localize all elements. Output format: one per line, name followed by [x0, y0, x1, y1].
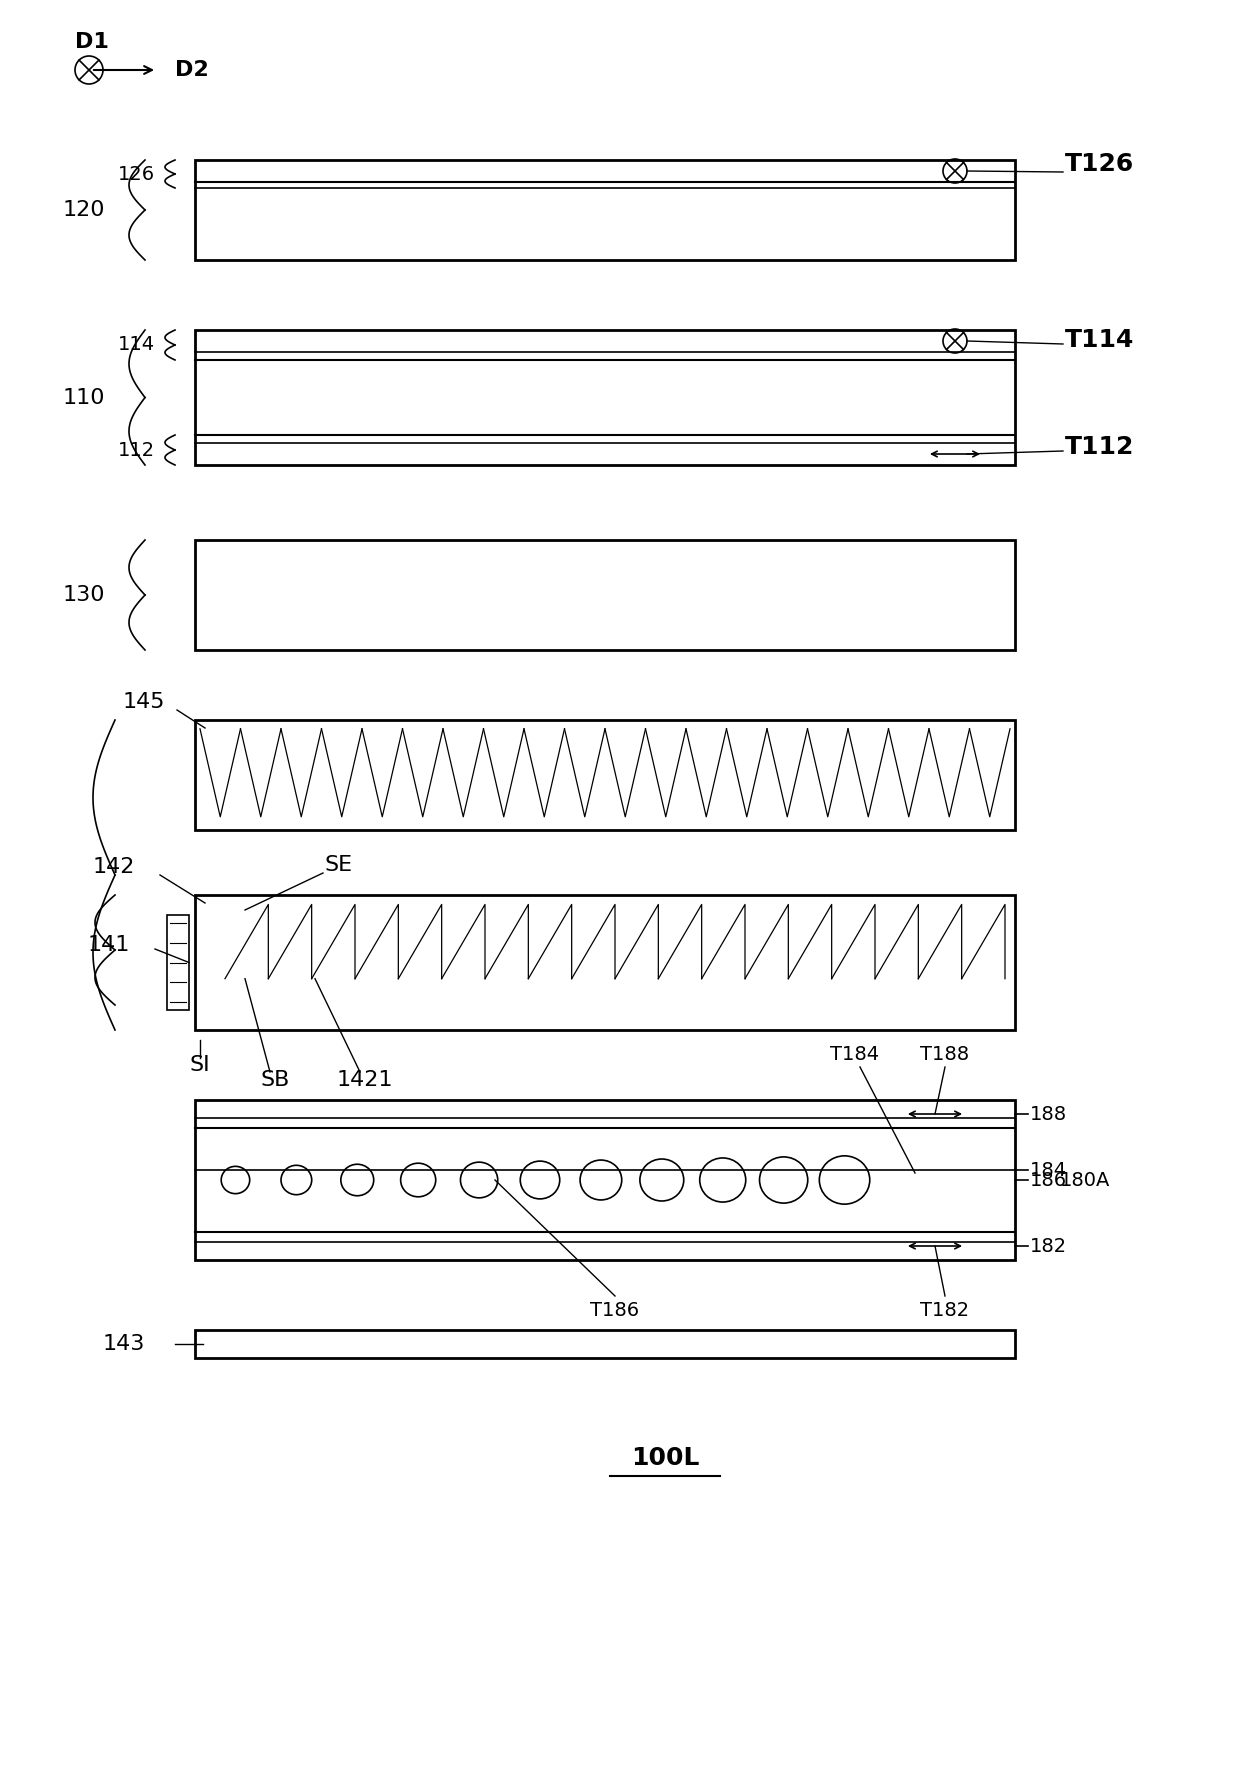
Text: D1: D1 — [74, 32, 109, 52]
Text: 100L: 100L — [631, 1446, 699, 1470]
Text: T114: T114 — [1065, 329, 1135, 352]
Text: T182: T182 — [920, 1301, 970, 1320]
Text: T188: T188 — [920, 1045, 970, 1064]
Bar — [195, 1329, 1016, 1358]
Text: 184: 184 — [1030, 1160, 1068, 1180]
Text: SE: SE — [325, 855, 353, 874]
Bar — [195, 540, 1016, 650]
Bar — [195, 160, 1016, 259]
Text: 1421: 1421 — [337, 1070, 393, 1089]
Bar — [195, 1100, 1016, 1260]
Bar — [167, 915, 188, 1009]
Text: 120: 120 — [62, 201, 105, 220]
Bar — [195, 896, 1016, 1031]
Bar — [195, 720, 1016, 830]
Ellipse shape — [221, 1166, 249, 1194]
Text: 112: 112 — [118, 441, 155, 460]
Text: 143: 143 — [103, 1335, 145, 1354]
Text: 145: 145 — [123, 691, 165, 713]
Ellipse shape — [760, 1157, 807, 1203]
Text: T112: T112 — [1065, 435, 1135, 458]
Ellipse shape — [521, 1160, 559, 1199]
Bar — [195, 331, 1016, 466]
Ellipse shape — [580, 1160, 621, 1199]
Text: 142: 142 — [93, 857, 135, 878]
Ellipse shape — [401, 1164, 435, 1196]
Text: D2: D2 — [175, 60, 208, 80]
Ellipse shape — [460, 1162, 497, 1198]
Text: T126: T126 — [1065, 153, 1135, 176]
Text: 180A: 180A — [1060, 1171, 1110, 1189]
Ellipse shape — [341, 1164, 373, 1196]
Text: T184: T184 — [831, 1045, 879, 1064]
Text: T186: T186 — [590, 1301, 640, 1320]
Ellipse shape — [640, 1159, 683, 1201]
Ellipse shape — [699, 1159, 745, 1201]
Text: 186: 186 — [1030, 1171, 1068, 1189]
Text: 114: 114 — [118, 336, 155, 354]
Text: SB: SB — [260, 1070, 290, 1089]
Text: 110: 110 — [62, 387, 105, 407]
Text: SI: SI — [190, 1056, 211, 1075]
Text: 188: 188 — [1030, 1105, 1068, 1123]
Ellipse shape — [820, 1155, 869, 1205]
Text: 141: 141 — [88, 935, 130, 954]
Text: 130: 130 — [62, 585, 105, 604]
Text: 182: 182 — [1030, 1237, 1068, 1256]
Text: 126: 126 — [118, 165, 155, 183]
Ellipse shape — [281, 1166, 311, 1194]
